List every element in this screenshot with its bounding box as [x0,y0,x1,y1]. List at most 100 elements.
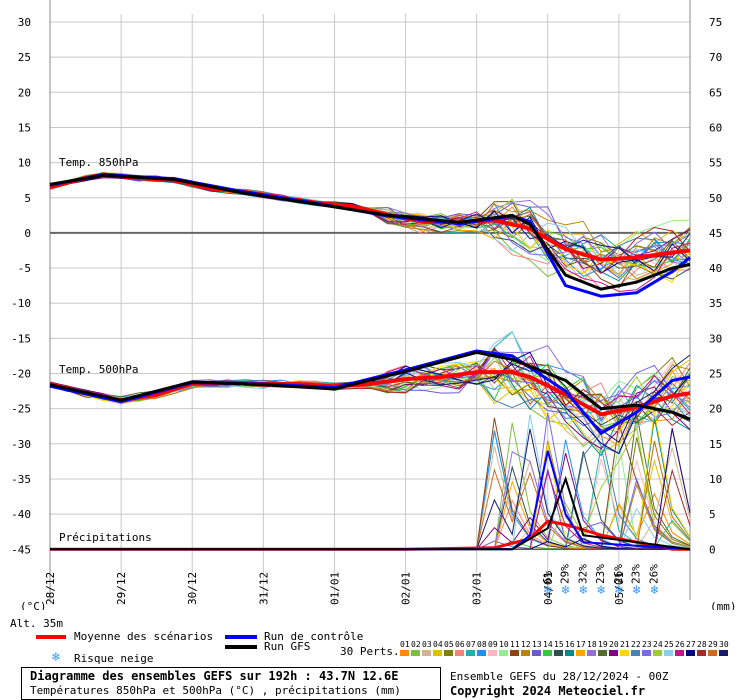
right-tick-label: 40 [709,262,722,275]
right-tick-label: 25 [709,368,722,381]
perturbation-swatch [433,650,442,656]
snowflake-icon: ❄ [578,583,587,598]
snow-risk-pct: 23% [630,564,643,584]
perturbation-swatch [477,650,486,656]
series-2-precip [50,475,691,551]
left-tick-label: -45 [11,543,31,556]
chart-title: Diagramme des ensembles GEFS sur 192h : … [30,669,399,683]
left-tick-label: -5 [18,262,31,275]
perturbation-line [49,174,691,269]
perturbation-number: 06 [455,640,465,649]
left-tick-label: 25 [18,51,31,64]
perturbation-swatch [532,650,541,656]
snowflake-icon: ❄ [52,650,60,665]
perturbation-line [49,171,691,281]
label-t500: Temp. 500hPa [59,363,138,376]
right-tick-label: 50 [709,192,722,205]
right-tick-label: 75 [709,16,722,29]
perturbation-line [49,174,691,269]
perturbation-number: 01 [400,640,410,649]
snow-risk-markers: 6%❄29%❄32%❄23%❄26%❄23%❄26%❄ [541,564,661,598]
perturbation-number: 17 [576,640,586,649]
x-tick-label: 28/12 [44,572,57,605]
right-tick-label: 55 [709,157,722,170]
perturbation-number: 02 [411,640,421,649]
legend-gfs: Run GFS [264,640,311,653]
perturbation-number: 27 [686,640,696,649]
left-tick-label: -15 [11,332,31,345]
perturbation-swatch [587,650,596,656]
perturbation-number: 21 [620,640,630,649]
snow-risk-pct: 32% [576,564,589,584]
perturbation-lines [49,171,691,550]
perturbation-swatch [543,650,552,656]
perturbation-line [49,356,691,424]
perturbation-line [49,174,691,265]
perturbation-swatch [653,650,662,656]
perturbation-swatch [444,650,453,656]
perturbation-number: 04 [433,640,443,649]
left-tick-label: 30 [18,16,31,29]
snowflake-icon: ❄ [543,583,552,598]
perturbation-swatch [620,650,629,656]
axis-ticks: 302520151050-5-10-15-20-25-30-35-40-4575… [11,16,722,605]
left-tick-label: 10 [18,157,31,170]
left-tick-label: -30 [11,438,31,451]
perturbation-number: 30 [719,640,729,649]
legend-control: Run de contrôle [264,630,364,643]
perturbation-swatch [521,650,530,656]
perturbation-swatch [576,650,585,656]
perturbation-number: 12 [521,640,531,649]
perturbation-number: 20 [609,640,619,649]
right-tick-label: 0 [709,543,716,556]
perturbation-number: 25 [664,640,674,649]
perturbation-number: 08 [477,640,487,649]
left-tick-label: -10 [11,297,31,310]
perturbation-swatch [598,650,607,656]
snow-risk-pct: 29% [559,564,572,584]
perturbation-line [49,175,691,265]
snow-risk-pct: 23% [594,564,607,584]
perturbation-line [49,172,691,269]
snow-risk-pct: 26% [612,564,625,584]
legend-control-swatch [225,635,257,639]
perturbation-swatch [400,650,409,656]
right-tick-label: 60 [709,121,722,134]
legend-snow: Risque neige [74,652,154,665]
legend-mean: Moyenne des scénarios [74,630,214,643]
perturbation-number: 28 [697,640,707,649]
x-tick-label: 02/01 [400,572,413,605]
perturbation-swatch [708,650,717,656]
perturbation-number: 15 [554,640,564,649]
snowflake-icon: ❄ [650,583,659,598]
x-tick-label: 05/01 [613,572,626,605]
perturbation-line [49,357,691,424]
perturbation-swatch [510,650,519,656]
perturbation-swatch [554,650,563,656]
right-tick-label: 5 [709,508,716,521]
run-info: Ensemble GEFS du 28/12/2024 - 00Z [450,670,669,683]
perturbation-number: 14 [543,640,553,649]
right-tick-label: 10 [709,473,722,486]
perturbation-number: 03 [422,640,432,649]
left-tick-label: -35 [11,473,31,486]
perturbation-line [49,360,691,417]
perturbation-swatch [411,650,420,656]
perturbation-number: 07 [466,640,476,649]
perturbation-swatch [675,650,684,656]
perturbation-number: 19 [598,640,608,649]
perturbation-line [49,173,691,264]
right-tick-label: 15 [709,438,722,451]
right-tick-label: 20 [709,403,722,416]
copyright: Copyright 2024 Meteociel.fr [450,684,646,698]
perturbation-swatch [609,650,618,656]
left-unit: (°C) [20,600,47,610]
x-tick-label: 30/12 [186,572,199,605]
perturbation-swatch [664,650,673,656]
perturbation-swatch [499,650,508,656]
x-tick-label: 01/01 [328,572,341,605]
perturbation-number: 16 [565,640,575,649]
legend-gfs-swatch [225,645,257,649]
perturbation-number: 29 [708,640,718,649]
perturbation-swatch [422,650,431,656]
